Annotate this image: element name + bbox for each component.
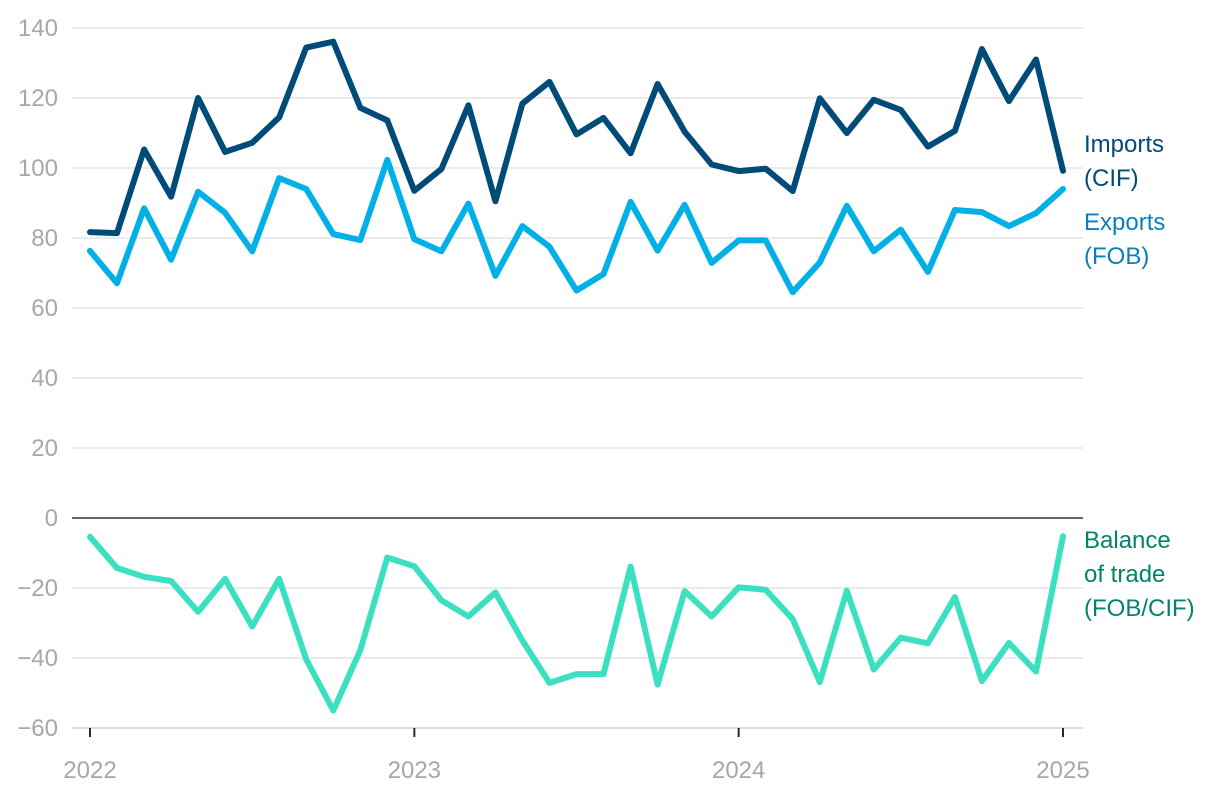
series-label-2: Exports (FOB) bbox=[1084, 209, 1165, 270]
series-label-3: Balance of trade (FOB/CIF) bbox=[1084, 527, 1195, 622]
x-tick-label: 2022 bbox=[63, 757, 116, 784]
series-label-line: (FOB) bbox=[1084, 243, 1149, 270]
series-label-line: (FOB/CIF) bbox=[1084, 595, 1195, 622]
y-tick-label: 0 bbox=[45, 505, 58, 532]
series-label-1: Imports (CIF) bbox=[1084, 131, 1164, 192]
series-lines bbox=[87, 38, 1066, 714]
series-label-line: Imports bbox=[1084, 131, 1164, 158]
series-label-line: of trade bbox=[1084, 561, 1165, 588]
series-labels: Imports (CIF) Exports (FOB) Balance of trade (… bbox=[1084, 131, 1195, 622]
series-label-line: Exports bbox=[1084, 209, 1165, 236]
y-tick-labels: 140 120 100 80 60 40 20 0 −20 −40 −60 bbox=[17, 15, 58, 742]
y-tick-label: 20 bbox=[31, 435, 58, 462]
y-tick-label: −20 bbox=[17, 575, 58, 602]
y-tick-label: 80 bbox=[31, 225, 58, 252]
series-line-2 bbox=[87, 156, 1066, 296]
y-tick-label: 100 bbox=[18, 155, 58, 182]
y-tick-label: −60 bbox=[17, 715, 58, 742]
y-tick-label: 60 bbox=[31, 295, 58, 322]
axes bbox=[72, 517, 1083, 737]
y-tick-label: 140 bbox=[18, 15, 58, 42]
x-tick-label: 2023 bbox=[388, 757, 441, 784]
x-tick-label: 2025 bbox=[1036, 757, 1089, 784]
y-tick-label: 40 bbox=[31, 365, 58, 392]
series-label-line: Balance bbox=[1084, 527, 1171, 554]
y-tick-label: −40 bbox=[17, 645, 58, 672]
x-tick-label: 2024 bbox=[712, 757, 765, 784]
series-label-line: (CIF) bbox=[1084, 165, 1139, 192]
series-line-1 bbox=[87, 38, 1066, 237]
x-tick-labels: 2022 2023 2024 2025 bbox=[63, 757, 1089, 784]
y-tick-label: 120 bbox=[18, 85, 58, 112]
series-line-3 bbox=[87, 533, 1066, 714]
